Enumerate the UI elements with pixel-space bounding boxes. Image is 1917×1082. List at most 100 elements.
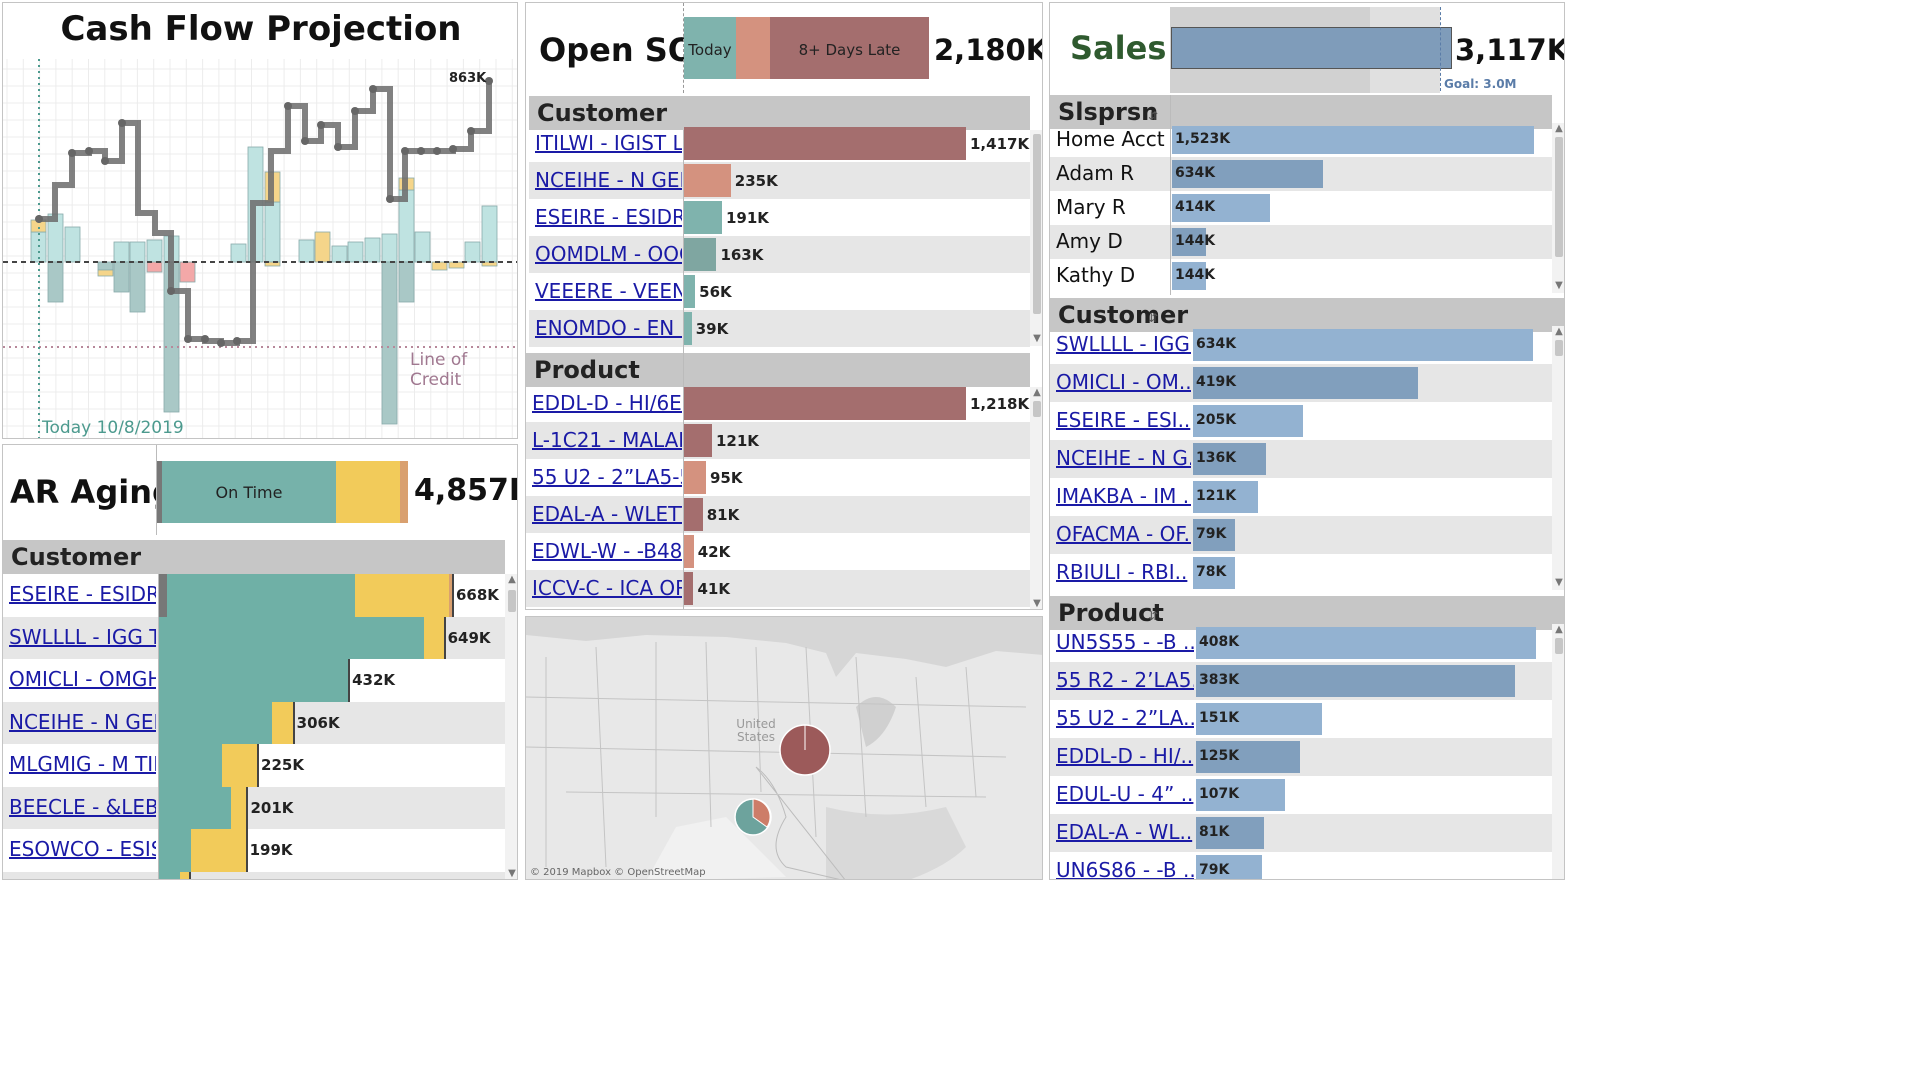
cash-out-bar[interactable] bbox=[97, 261, 114, 271]
ar-customer-row-bar[interactable] bbox=[449, 574, 454, 617]
sales-customer-row-label[interactable]: SWLLLL - IGG.. bbox=[1056, 332, 1191, 356]
so-product-row[interactable]: EDAL-A - WLETT9.. 81K bbox=[526, 496, 1030, 533]
sales-customer-row-label[interactable]: IMAKBA - IM .. bbox=[1056, 484, 1191, 508]
so-customer-row[interactable]: OOMDLM - OOCK .. 163K bbox=[529, 236, 1030, 273]
so-customer-row-bar[interactable] bbox=[684, 238, 717, 271]
so-customer-row-label[interactable]: ENOMDO - EN EO.. bbox=[535, 315, 682, 340]
sales-product-row[interactable]: EDAL-A - WL.. 81K bbox=[1050, 814, 1552, 852]
cash-in-bar[interactable] bbox=[230, 243, 247, 263]
slsprsn-row[interactable]: Adam R 634K bbox=[1050, 157, 1552, 191]
cash-in-bar[interactable] bbox=[146, 239, 163, 263]
ar-customer-row-bar[interactable] bbox=[191, 829, 248, 872]
ar-customer-row-bar[interactable] bbox=[158, 829, 192, 872]
ar-customer-row-bar[interactable] bbox=[158, 744, 223, 787]
ar-customer-row-bar[interactable] bbox=[166, 574, 355, 617]
so-customer-row-label[interactable]: OOMDLM - OOCK .. bbox=[535, 241, 682, 266]
cash-in-bar[interactable] bbox=[129, 241, 146, 263]
ar-customer-row-bar[interactable] bbox=[222, 744, 260, 787]
sales-product-row-bar[interactable] bbox=[1196, 627, 1536, 659]
ar-customer-row-bar[interactable] bbox=[158, 574, 167, 617]
so-customer-row[interactable]: ITILWI - IGIST LIE 1,417K bbox=[529, 125, 1030, 162]
sales-customer-row-bar[interactable] bbox=[1193, 443, 1266, 475]
ar-customer-row-label[interactable]: SWLLLL - IGG TILI.. bbox=[9, 624, 156, 649]
sales-product-row-label[interactable]: UN5S55 - -B .. bbox=[1056, 630, 1194, 654]
map-attribution[interactable]: © 2019 Mapbox © OpenStreetMap bbox=[530, 867, 706, 878]
slsprsn-row-bar[interactable] bbox=[1172, 262, 1207, 290]
balance-point[interactable] bbox=[433, 147, 441, 155]
so-customer-row[interactable]: VEEERE - VEENG.. 56K bbox=[529, 273, 1030, 310]
balance-point[interactable] bbox=[35, 215, 43, 223]
sales-product-row-bar[interactable] bbox=[1196, 817, 1264, 849]
ar-seg-on-time[interactable] bbox=[162, 461, 336, 523]
balance-point[interactable] bbox=[369, 85, 377, 93]
ar-customer-row[interactable]: BEECLE - &LEB C .. 201K bbox=[3, 786, 505, 829]
so-product-row[interactable]: 55 U2 - 2”LA5-52.. 95K bbox=[526, 459, 1030, 496]
so-product-row-bar[interactable] bbox=[684, 461, 706, 494]
sales-customer-row[interactable]: ESEIRE - ESI.. 205K bbox=[1050, 402, 1552, 440]
sales-product-row-label[interactable]: EDUL-U - 4” .. bbox=[1056, 782, 1194, 806]
so-seg-8plus-late[interactable] bbox=[770, 17, 929, 79]
so-product-row[interactable]: ICCV-C - ICA ORVI.. 41K bbox=[526, 570, 1030, 607]
slsprsn-row-bar[interactable] bbox=[1172, 194, 1271, 222]
ar-seg-late[interactable] bbox=[336, 461, 400, 523]
so-customer-row[interactable]: ESEIRE - ESIDREI.. 191K bbox=[529, 199, 1030, 236]
balance-point[interactable] bbox=[85, 147, 93, 155]
cash-out-bar[interactable] bbox=[381, 261, 398, 425]
sales-product-row[interactable]: EDDL-D - HI/.. 125K bbox=[1050, 738, 1552, 776]
sales-product-row-bar[interactable] bbox=[1196, 741, 1301, 773]
so-customer-scrollbar[interactable]: ▼ bbox=[1030, 130, 1042, 346]
cash-out-overdue-bar[interactable] bbox=[179, 261, 196, 283]
so-product-row[interactable]: EDDL-D - HI/6E W.. 1,218K bbox=[526, 385, 1030, 422]
sales-product-header[interactable]: Product bbox=[1050, 596, 1564, 630]
sales-product-row-bar[interactable] bbox=[1196, 855, 1262, 879]
us-map[interactable] bbox=[526, 617, 1043, 880]
balance-point[interactable] bbox=[284, 102, 292, 110]
sales-customer-header[interactable]: Customer bbox=[1050, 298, 1564, 332]
balance-point[interactable] bbox=[467, 127, 475, 135]
sales-product-scrollbar[interactable]: ▲ bbox=[1552, 624, 1564, 879]
balance-point[interactable] bbox=[417, 147, 425, 155]
map-panel[interactable]: United States © 2019 Mapbox © OpenStreet… bbox=[525, 616, 1043, 880]
sales-customer-row-label[interactable]: OFACMA - OF.. bbox=[1056, 522, 1191, 546]
ar-customer-row-bar[interactable] bbox=[158, 701, 273, 744]
cash-in-bar[interactable] bbox=[381, 233, 398, 263]
sales-customer-row-bar[interactable] bbox=[1193, 367, 1418, 399]
ar-customer-row-bar[interactable] bbox=[272, 701, 295, 744]
so-product-row-bar[interactable] bbox=[684, 535, 694, 568]
so-product-row-label[interactable]: EDDL-D - HI/6E W.. bbox=[532, 390, 682, 415]
cash-out-pending-bar[interactable] bbox=[431, 261, 448, 271]
sales-customer-row-label[interactable]: NCEIHE - N G.. bbox=[1056, 446, 1191, 470]
so-product-row-bar[interactable] bbox=[684, 572, 694, 605]
sales-actual-bar[interactable] bbox=[1171, 27, 1452, 69]
ar-customer-row-bar[interactable] bbox=[158, 871, 180, 879]
so-product-row[interactable]: EDWL-W - -B48LB.. 42K bbox=[526, 533, 1030, 570]
ar-customer-row-label[interactable]: NCEIHE - N GEHA.. bbox=[9, 709, 156, 734]
cash-in-pending-bar[interactable] bbox=[314, 231, 331, 263]
sales-product-row-label[interactable]: 55 U2 - 2”LA.. bbox=[1056, 706, 1194, 730]
cash-out-pending-bar[interactable] bbox=[97, 269, 114, 277]
cash-in-bar[interactable] bbox=[113, 241, 130, 263]
sales-customer-row-bar[interactable] bbox=[1193, 329, 1533, 361]
balance-point[interactable] bbox=[485, 77, 493, 85]
slsprsn-header[interactable]: Slsprsn bbox=[1050, 95, 1552, 129]
cash-out-bar[interactable] bbox=[113, 261, 130, 293]
sales-customer-row[interactable]: IMAKBA - IM .. 121K bbox=[1050, 478, 1552, 516]
ar-customer-row[interactable]: SPULLLI - &SMBP.. bbox=[3, 871, 505, 879]
so-customer-row-label[interactable]: ESEIRE - ESIDREI.. bbox=[535, 204, 682, 229]
sales-customer-row[interactable]: SWLLLL - IGG.. 634K bbox=[1050, 326, 1552, 364]
balance-point[interactable] bbox=[184, 335, 192, 343]
so-product-row-label[interactable]: EDWL-W - -B48LB.. bbox=[532, 538, 682, 563]
balance-point[interactable] bbox=[201, 335, 209, 343]
ar-seg-very-late[interactable] bbox=[400, 461, 408, 523]
balance-point[interactable] bbox=[118, 119, 126, 127]
ar-customer-row-bar[interactable] bbox=[423, 616, 446, 659]
ar-customer-row-bar[interactable] bbox=[230, 786, 249, 829]
so-seg-today[interactable] bbox=[684, 17, 736, 79]
cash-in-bar[interactable] bbox=[331, 245, 348, 263]
sales-customer-row[interactable]: OFACMA - OF.. 79K bbox=[1050, 516, 1552, 554]
slsprsn-row[interactable]: Mary R 414K bbox=[1050, 191, 1552, 225]
ar-customer-row-label[interactable]: MLGMIG - M TIIG.. bbox=[9, 752, 156, 777]
sales-product-row-bar[interactable] bbox=[1196, 779, 1286, 811]
balance-point[interactable] bbox=[334, 143, 342, 151]
slsprsn-sort-icon[interactable]: ⇵ bbox=[1148, 109, 1159, 123]
